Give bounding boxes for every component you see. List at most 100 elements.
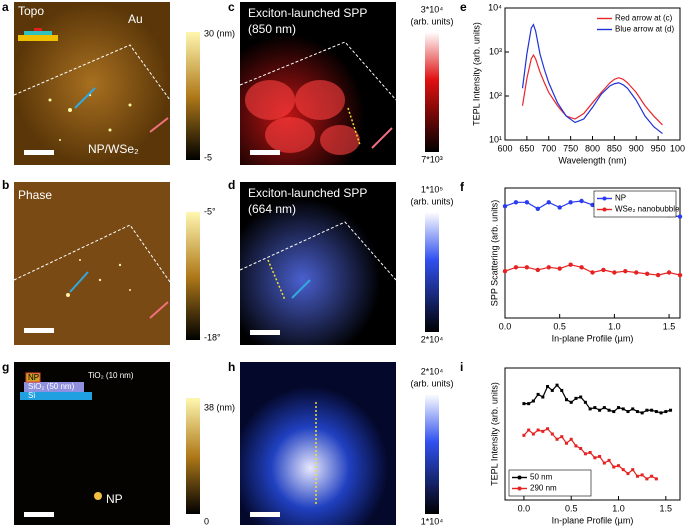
dashed-outline (239, 221, 397, 281)
marker (612, 270, 617, 275)
colorbar (425, 394, 439, 514)
colorbar (186, 212, 200, 340)
marker (546, 200, 551, 205)
label: Topo (18, 4, 44, 18)
marker (626, 410, 630, 414)
marker (669, 408, 673, 412)
marker (598, 454, 602, 458)
colorbar-label: 2*10⁴ (421, 366, 444, 376)
inset (24, 31, 52, 35)
marker (602, 461, 606, 465)
marker (650, 474, 654, 478)
label: NP/WSe₂ (88, 142, 139, 156)
arrow (74, 87, 96, 109)
label: (850 nm) (248, 22, 296, 36)
marker (598, 408, 602, 412)
marker (550, 432, 554, 436)
marker (601, 267, 606, 273)
marker (626, 472, 630, 476)
legend-label: 290 nm (530, 484, 557, 493)
colorbar (425, 32, 439, 152)
arrow (69, 271, 89, 293)
marker (655, 272, 661, 278)
marker (617, 406, 621, 410)
panel-letter: i (460, 360, 463, 374)
phase-image (14, 182, 170, 345)
marker (502, 204, 508, 209)
colorbar-label: -18° (204, 332, 221, 342)
colorbar-label: -5 (204, 152, 212, 162)
marker (569, 437, 573, 441)
y-axis-label: TEPL Intensity (arb. units) (489, 382, 499, 486)
marker (546, 265, 551, 270)
marker (527, 402, 531, 406)
x-tick-label: 0.0 (499, 321, 512, 331)
marker (522, 402, 526, 406)
topo-image (14, 2, 170, 165)
dashed-outline (13, 44, 171, 101)
marker (612, 465, 616, 469)
marker (535, 267, 541, 273)
y-axis-label: TEPL Intensity (arb. units) (471, 22, 481, 126)
legend-box (594, 11, 676, 37)
x-tick-label: 1.0 (608, 321, 621, 331)
legend-marker (517, 475, 522, 480)
marker (645, 408, 649, 412)
marker (513, 200, 519, 205)
marker (546, 427, 550, 431)
colorbar (425, 212, 439, 332)
legend-marker (517, 486, 522, 491)
marker (513, 265, 519, 270)
x-axis-label: In-plane Profile (µm) (552, 515, 634, 525)
x-tick-label: 950 (651, 143, 666, 153)
colorbar-label: 30 (nm) (204, 28, 235, 38)
marker (583, 400, 587, 404)
x-tick-label: 1.5 (660, 503, 673, 513)
legend-label: Red arrow at (c) (615, 14, 673, 23)
label: NP (28, 373, 39, 382)
x-tick-label: 600 (497, 143, 512, 153)
colorbar-label: 1*10⁴ (421, 516, 444, 526)
marker (557, 266, 562, 271)
label: Au (128, 12, 143, 26)
colorbar-label: (arb. units) (410, 196, 453, 206)
marker (527, 428, 531, 432)
legend-marker (602, 207, 607, 212)
colorbar-label: -5° (204, 206, 216, 216)
x-tick-label: 0.5 (565, 503, 578, 513)
marker (644, 271, 650, 276)
panel-letter: c (228, 0, 235, 14)
x-tick-label: 1.0 (612, 503, 625, 513)
marker (546, 384, 550, 388)
panel-letter: d (228, 178, 235, 192)
spp-image (240, 362, 396, 525)
marker (631, 468, 635, 472)
colorbar-label: 38 (nm) (204, 402, 235, 412)
colorbar-label: 1*10⁵ (421, 184, 444, 194)
marker (524, 200, 530, 205)
dashed-outline (239, 41, 397, 101)
marker (602, 406, 606, 410)
y-axis-label: SPP Scattering (arb. units) (489, 200, 499, 306)
label: (664 nm) (248, 202, 296, 216)
marker (579, 265, 584, 270)
marker (654, 477, 658, 481)
colorbar (186, 398, 200, 514)
x-tick-label: 850 (607, 143, 622, 153)
marker (536, 428, 540, 432)
panel-letter: h (228, 360, 235, 374)
marker (621, 468, 625, 472)
marker (664, 410, 668, 414)
label: Phase (18, 188, 52, 202)
series-line (523, 384, 671, 414)
marker (666, 270, 672, 275)
marker (659, 411, 663, 415)
marker (588, 450, 592, 454)
marker (593, 406, 597, 410)
legend-marker (602, 196, 607, 201)
x-tick-label: 700 (541, 143, 556, 153)
label: Exciton-launched SPP (248, 186, 367, 200)
scale-bar (250, 330, 280, 335)
arrow (291, 279, 311, 299)
